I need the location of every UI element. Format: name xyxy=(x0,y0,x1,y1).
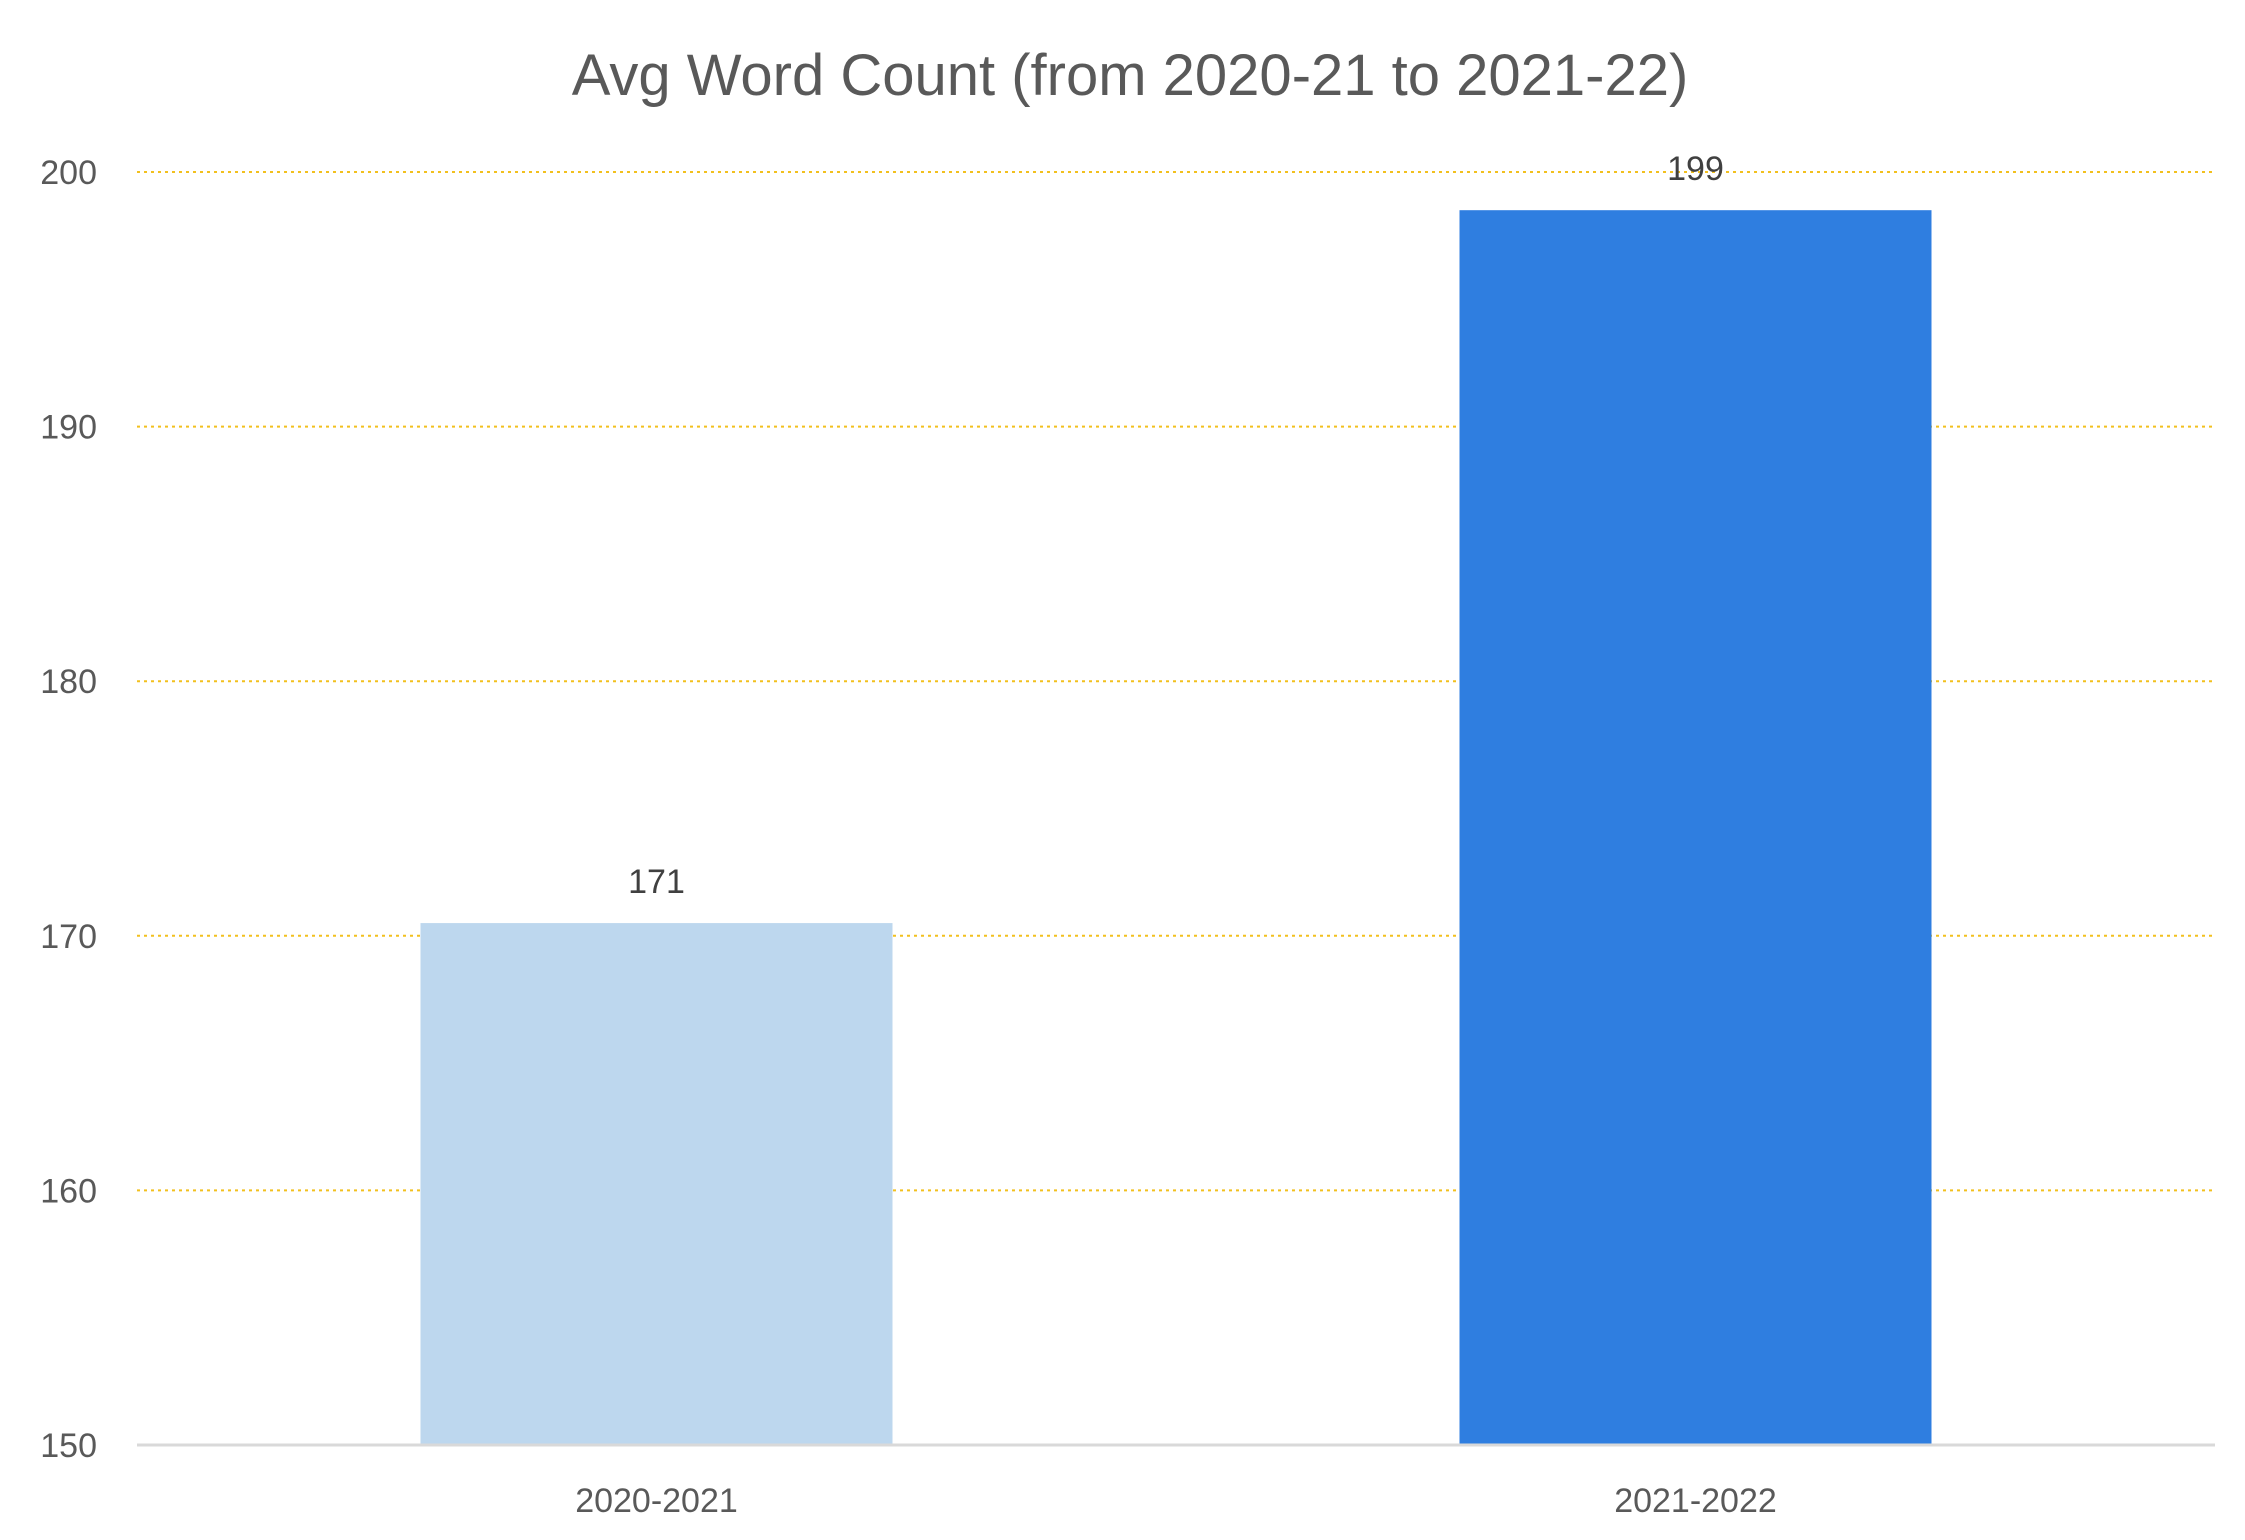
y-tick-label-160: 160 xyxy=(40,1172,97,1210)
x-tick-label-2020-2021: 2020-2021 xyxy=(575,1482,738,1520)
labels: 150 160 170 180 190 200 171 2020-2021 199 2021-20… xyxy=(40,150,1777,1520)
bar-2021-2022 xyxy=(1459,210,1932,1446)
data-label-2021-2022: 199 xyxy=(1667,150,1724,188)
chart-title: Avg Word Count (from 2020-21 to 2021-22) xyxy=(572,43,1689,108)
y-tick-label-190: 190 xyxy=(40,409,97,447)
x-tick-label-2021-2022: 2021-2022 xyxy=(1614,1482,1777,1520)
y-tick-label-150: 150 xyxy=(40,1427,97,1465)
y-tick-label-200: 200 xyxy=(40,154,97,192)
bar-2020-2021 xyxy=(420,923,893,1445)
y-tick-label-180: 180 xyxy=(40,663,97,701)
data-label-2020-2021: 171 xyxy=(628,863,685,901)
y-tick-label-170: 170 xyxy=(40,918,97,956)
bars xyxy=(420,210,1932,1446)
